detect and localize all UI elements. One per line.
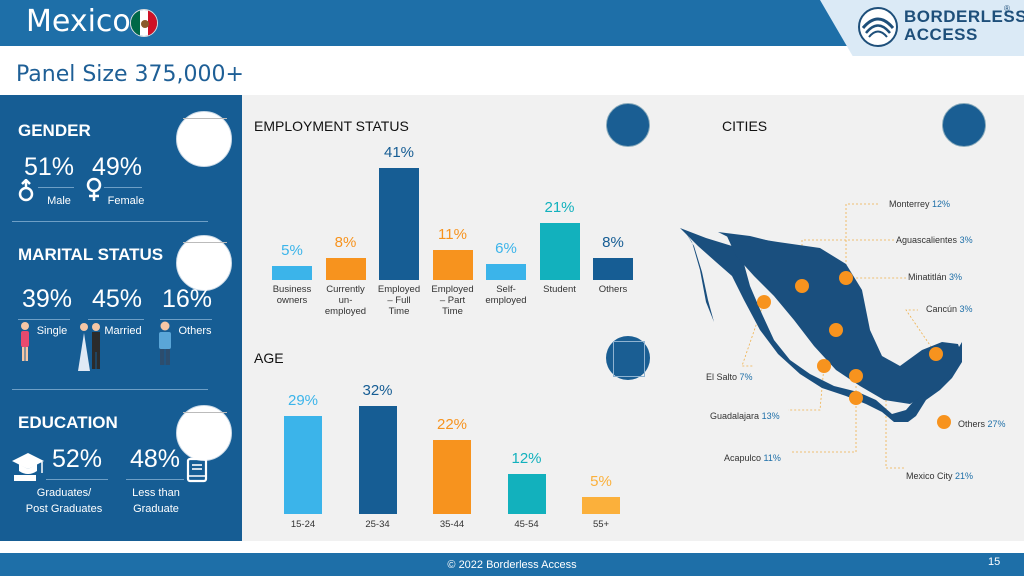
employment-bar [325, 258, 366, 280]
cities-title: CITIES [722, 118, 768, 134]
employment-bar [379, 168, 419, 280]
employment-bar-value: 11% [438, 225, 467, 243]
less-than-graduate-percent: 48% [130, 445, 181, 473]
single-label: Single [36, 325, 68, 337]
book-icon [186, 457, 208, 483]
employment-bar-value: 41% [383, 144, 415, 161]
employment-bar-value: 5% [281, 242, 303, 260]
others-marital-percent: 16% [162, 285, 213, 313]
city-monterrey: Monterrey 12% [889, 199, 951, 209]
city-minatitlan: Minatitlán 3% [908, 272, 963, 282]
age-bar [582, 497, 620, 514]
age-category-label: 25-34 [365, 519, 390, 530]
age-bar-value: 29% [287, 392, 319, 410]
logo-registered-mark: ® [1004, 4, 1010, 13]
age-bar-value: 5% [590, 473, 612, 491]
city-el-salto: El Salto 7% [706, 372, 753, 382]
page-title: Mexico [26, 4, 131, 39]
age-bar [358, 406, 397, 514]
employment-bar [486, 263, 526, 280]
page-number: 15 [988, 556, 1001, 568]
demographics-panel: GENDER 51% 49% Male Female MARITAL STATU… [0, 95, 242, 541]
cities-thumbnail [942, 103, 986, 147]
gender-thumbnail [176, 111, 232, 167]
less-than-graduate-label: Less than Graduate [132, 487, 180, 515]
city-aguascalientes: Aguascalientes 3% [896, 235, 973, 245]
employment-bar [272, 266, 312, 280]
age-bar [507, 473, 546, 514]
single-percent: 39% [22, 285, 73, 313]
employment-category-label: Currently un-employed [324, 284, 367, 317]
age-thumbnail [606, 336, 650, 380]
marital-thumbnail [176, 235, 232, 291]
graduates-label: Graduates/ Post Graduates [25, 487, 103, 515]
divider [12, 389, 208, 390]
employment-bar [432, 249, 473, 280]
education-thumbnail [176, 405, 232, 461]
logo-background [820, 0, 1024, 56]
city-acapulco: Acapulco 11% [724, 453, 781, 463]
female-icon [86, 177, 102, 201]
divider [12, 221, 208, 222]
city-others: Others 27% [958, 419, 1006, 429]
employment-category-label: Self-employed [485, 284, 527, 306]
employment-bar [539, 222, 580, 280]
employment-category-label: Employed – Full Time [377, 284, 421, 317]
employment-category-label: Employed – Part Time [431, 284, 474, 317]
employment-bar-value: 8% [602, 234, 624, 252]
city-cancun: Cancún 3% [926, 304, 973, 314]
employment-category-label: Student [543, 284, 576, 295]
married-percent: 45% [92, 285, 143, 313]
female-percent: 49% [92, 153, 143, 181]
employment-bar-value: 6% [495, 239, 517, 257]
city-mexico-city: Mexico City 21% [906, 471, 974, 481]
married-couple-icon [78, 323, 100, 371]
marital-status-title: MARITAL STATUS [18, 245, 164, 264]
others-marital-label: Others [178, 325, 212, 337]
employment-bar-value: 8% [334, 234, 357, 252]
female-label: Female [107, 195, 145, 207]
age-bar [433, 439, 471, 514]
age-title: AGE [254, 350, 284, 366]
graduates-percent: 52% [52, 445, 103, 473]
others-man-icon [159, 321, 171, 365]
married-label: Married [104, 325, 142, 337]
education-title: EDUCATION [18, 413, 118, 432]
footer-bar [0, 553, 1024, 576]
age-category-label: 35-44 [439, 519, 465, 530]
age-category-label: 15-24 [290, 519, 316, 530]
graduation-cap-icon [12, 453, 44, 481]
age-bar-value: 12% [511, 449, 542, 467]
employment-category-label: Others [598, 284, 628, 295]
employment-bar-value: 21% [544, 198, 575, 216]
age-category-label: 45-54 [514, 519, 539, 530]
single-woman-icon [21, 322, 29, 361]
city-guadalajara: Guadalajara 13% [710, 411, 780, 421]
borderless-access-logo-icon [858, 7, 898, 47]
male-label: Male [47, 195, 71, 207]
age-bar [284, 416, 322, 514]
panel-size-heading: Panel Size 375,000+ [16, 62, 244, 87]
employment-bar [593, 258, 633, 280]
age-bar-value: 22% [436, 415, 468, 433]
employment-category-label: Business owners [272, 284, 312, 306]
footer-copyright: © 2022 Borderless Access [447, 559, 577, 571]
mexico-flag-icon [130, 9, 158, 37]
age-bar-value: 32% [362, 382, 393, 399]
gender-title: GENDER [18, 121, 91, 140]
male-icon [18, 179, 34, 202]
male-percent: 51% [24, 153, 75, 181]
employment-status-title: EMPLOYMENT STATUS [254, 118, 409, 134]
logo-text: BORDERLESS ACCESS [904, 7, 1024, 44]
mexico-map [680, 203, 962, 469]
employment-thumbnail [606, 103, 650, 147]
age-category-label: 55+ [592, 519, 610, 530]
